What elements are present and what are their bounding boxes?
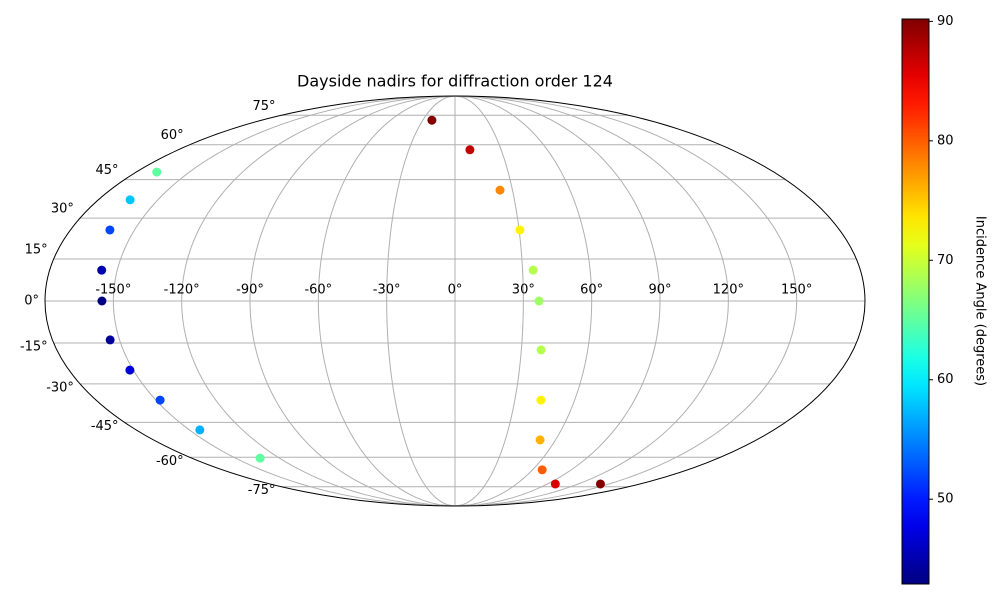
data-point bbox=[195, 425, 205, 435]
data-point bbox=[528, 265, 538, 275]
x-tick-label: -60° bbox=[304, 283, 332, 298]
colorbar-tick-label: 70 bbox=[937, 253, 954, 268]
data-point bbox=[97, 265, 107, 275]
data-point bbox=[495, 185, 505, 195]
grid-line bbox=[181, 95, 456, 507]
data-point bbox=[97, 296, 107, 306]
x-tick-label: -90° bbox=[236, 283, 264, 298]
y-tick-label: 15° bbox=[25, 243, 48, 258]
x-tick-label: 150° bbox=[781, 283, 812, 298]
data-point bbox=[534, 296, 544, 306]
y-tick-label: 75° bbox=[252, 99, 275, 114]
y-tick-label: 0° bbox=[24, 294, 39, 309]
data-point bbox=[125, 365, 135, 375]
data-point bbox=[427, 115, 437, 125]
y-tick-label: -15° bbox=[20, 339, 48, 354]
grid-line bbox=[454, 95, 524, 507]
data-point bbox=[105, 225, 115, 235]
data-point bbox=[155, 395, 165, 405]
colorbar-tick-label: 50 bbox=[937, 492, 954, 507]
grid-line bbox=[317, 95, 456, 507]
data-point bbox=[465, 145, 475, 155]
data-point bbox=[595, 479, 605, 489]
colorbar bbox=[901, 18, 930, 585]
data-point bbox=[105, 335, 115, 345]
x-tick-label: 90° bbox=[648, 283, 671, 298]
y-tick-label: 45° bbox=[96, 163, 119, 178]
data-point bbox=[152, 167, 162, 177]
plot-border bbox=[44, 95, 866, 507]
y-tick-label: -75° bbox=[248, 483, 276, 498]
chart-title: Dayside nadirs for diffraction order 124 bbox=[297, 72, 613, 91]
data-point bbox=[536, 345, 546, 355]
grid-line bbox=[112, 95, 456, 507]
grid-line bbox=[454, 95, 661, 507]
x-tick-label: -30° bbox=[373, 283, 401, 298]
y-tick-label: -45° bbox=[91, 419, 119, 434]
data-point bbox=[255, 453, 265, 463]
x-tick-label: 30° bbox=[512, 283, 535, 298]
y-tick-label: -30° bbox=[46, 380, 74, 395]
data-point bbox=[550, 479, 560, 489]
y-tick-label: -60° bbox=[156, 454, 184, 469]
x-tick-label: -150° bbox=[95, 283, 131, 298]
colorbar-tick-label: 90 bbox=[937, 14, 954, 29]
x-tick-label: -120° bbox=[164, 283, 200, 298]
colorbar-label: Incidence Angle (degrees) bbox=[973, 216, 988, 386]
y-tick-label: 60° bbox=[161, 128, 184, 143]
grid-line bbox=[454, 95, 729, 507]
colorbar-tick-label: 80 bbox=[937, 133, 954, 148]
grid-line bbox=[454, 95, 798, 507]
data-point bbox=[535, 435, 545, 445]
data-point bbox=[515, 225, 525, 235]
data-point bbox=[537, 465, 547, 475]
colorbar-tick-label: 60 bbox=[937, 372, 954, 387]
x-tick-label: 120° bbox=[713, 283, 744, 298]
data-point bbox=[125, 195, 135, 205]
x-tick-label: 0° bbox=[448, 283, 463, 298]
x-tick-label: 60° bbox=[580, 283, 603, 298]
grid-line bbox=[454, 95, 593, 507]
grid-line bbox=[249, 95, 456, 507]
grid-line bbox=[386, 95, 456, 507]
y-tick-label: 30° bbox=[51, 202, 74, 217]
data-point bbox=[536, 395, 546, 405]
